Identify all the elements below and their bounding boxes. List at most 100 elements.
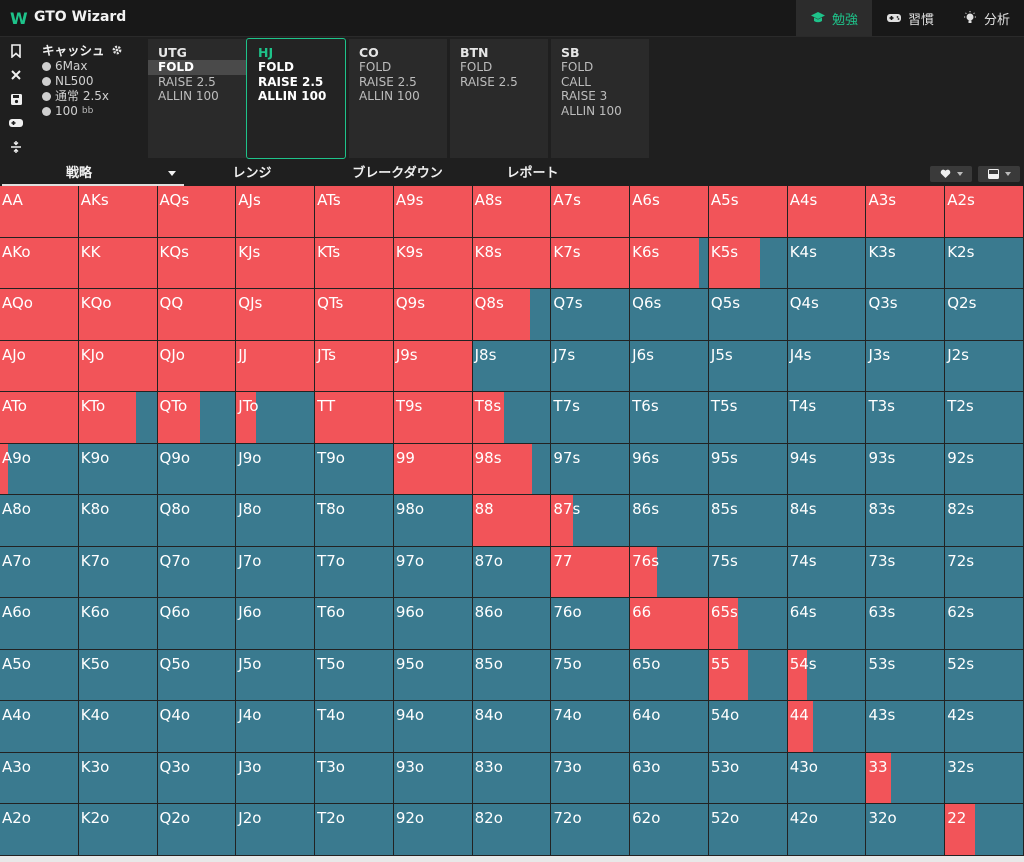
position-sb[interactable]: SB FOLD CALL RAISE 3 ALLIN 100 xyxy=(551,39,649,158)
hand-cell[interactable]: A6s xyxy=(630,186,709,238)
action-call[interactable]: CALL xyxy=(561,74,591,89)
hand-cell[interactable]: A7s xyxy=(551,186,631,238)
hand-cell[interactable]: QTo xyxy=(157,392,237,444)
hand-cell[interactable]: 75o xyxy=(551,649,631,702)
hand-cell[interactable]: 94o xyxy=(393,701,473,753)
hand-cell[interactable]: T5s xyxy=(708,392,788,444)
layout-button[interactable] xyxy=(978,166,1020,182)
hand-cell[interactable]: A2o xyxy=(0,804,79,856)
hand-cell[interactable]: T9s xyxy=(393,392,473,444)
hand-cell[interactable]: Q2s xyxy=(945,289,1024,341)
hand-cell[interactable]: TT xyxy=(315,392,394,444)
hand-cell[interactable]: JTs xyxy=(315,340,394,393)
hand-cell[interactable]: 76o xyxy=(551,598,631,650)
hand-cell[interactable]: AQo xyxy=(0,289,79,341)
hand-cell[interactable]: 64o xyxy=(630,701,709,753)
hand-cell[interactable]: 98s xyxy=(472,443,552,496)
hand-cell[interactable]: K3o xyxy=(78,752,158,805)
hand-cell[interactable]: 74o xyxy=(551,701,631,753)
hand-cell[interactable]: Q8o xyxy=(157,495,237,547)
hand-cell[interactable]: KK xyxy=(78,237,158,290)
hand-cell[interactable]: K2o xyxy=(78,804,158,856)
hand-cell[interactable]: 84o xyxy=(472,701,552,753)
hand-cell[interactable]: J4o xyxy=(236,701,316,753)
hand-cell[interactable]: 82s xyxy=(945,495,1024,547)
hand-cell[interactable]: KQo xyxy=(78,289,158,341)
hand-cell[interactable]: K5o xyxy=(78,649,158,702)
hand-cell[interactable]: 42o xyxy=(787,804,867,856)
hand-cell[interactable]: T9o xyxy=(315,443,394,496)
hand-cell[interactable]: 42s xyxy=(945,701,1024,753)
hand-cell[interactable]: A8o xyxy=(0,495,79,547)
hand-cell[interactable]: K6o xyxy=(78,598,158,650)
hand-cell[interactable]: Q9o xyxy=(157,443,237,496)
hand-cell[interactable]: 62o xyxy=(630,804,709,856)
hand-cell[interactable]: K4o xyxy=(78,701,158,753)
hand-cell[interactable]: 85s xyxy=(708,495,788,547)
hand-cell[interactable]: 73o xyxy=(551,752,631,805)
hand-cell[interactable]: A9o xyxy=(0,443,79,496)
hand-cell[interactable]: T2o xyxy=(315,804,394,856)
hand-cell[interactable]: 86o xyxy=(472,598,552,650)
hand-cell[interactable]: Q4o xyxy=(157,701,237,753)
hand-cell[interactable]: Q6o xyxy=(157,598,237,650)
hand-cell[interactable]: 97o xyxy=(393,546,473,599)
hand-cell[interactable]: 63o xyxy=(630,752,709,805)
hand-cell[interactable]: Q5o xyxy=(157,649,237,702)
hand-cell[interactable]: 32s xyxy=(945,752,1024,805)
hand-cell[interactable]: 93s xyxy=(866,443,946,496)
hand-cell[interactable]: Q8s xyxy=(472,289,552,341)
hand-cell[interactable]: K9o xyxy=(78,443,158,496)
hand-cell[interactable]: T8s xyxy=(472,392,552,444)
hand-cell[interactable]: Q2o xyxy=(157,804,237,856)
hand-cell[interactable]: K2s xyxy=(945,237,1024,290)
hand-cell[interactable]: J6s xyxy=(630,340,709,393)
hand-cell[interactable]: QJo xyxy=(157,340,237,393)
hand-cell[interactable]: 95s xyxy=(708,443,788,496)
hand-cell[interactable]: AA xyxy=(0,186,79,238)
hand-cell[interactable]: 65s xyxy=(708,598,788,650)
hand-cell[interactable]: A4s xyxy=(787,186,867,238)
hand-cell[interactable]: 85o xyxy=(472,649,552,702)
hand-cell[interactable]: 95o xyxy=(393,649,473,702)
hand-cell[interactable]: J5o xyxy=(236,649,316,702)
hand-cell[interactable]: T6s xyxy=(630,392,709,444)
hand-cell[interactable]: 96s xyxy=(630,443,709,496)
hand-cell[interactable]: J7s xyxy=(551,340,631,393)
hand-cell[interactable]: 72s xyxy=(945,546,1024,599)
hand-cell[interactable]: Q3o xyxy=(157,752,237,805)
position-btn[interactable]: BTN FOLD RAISE 2.5 xyxy=(450,39,548,158)
hand-cell[interactable]: QJs xyxy=(236,289,316,341)
hand-cell[interactable]: J5s xyxy=(708,340,788,393)
tab-breakdown[interactable]: ブレークダウン xyxy=(352,166,443,181)
hand-cell[interactable]: 74s xyxy=(787,546,867,599)
hand-cell[interactable]: 88 xyxy=(472,495,552,547)
action-raise[interactable]: RAISE 2.5 xyxy=(158,74,216,89)
split-icon[interactable] xyxy=(4,136,28,158)
nav-study[interactable]: 勉強 xyxy=(795,0,872,36)
action-raise[interactable]: RAISE 2.5 xyxy=(460,74,518,89)
hand-cell[interactable]: AJo xyxy=(0,340,79,393)
position-hj[interactable]: HJ FOLD RAISE 2.5 ALLIN 100 xyxy=(246,38,346,159)
hand-cell[interactable]: A7o xyxy=(0,546,79,599)
hand-cell[interactable]: 66 xyxy=(630,598,709,650)
hand-cell[interactable]: A5s xyxy=(708,186,788,238)
hand-cell[interactable]: A9s xyxy=(393,186,473,238)
hand-cell[interactable]: A5o xyxy=(0,649,79,702)
hand-cell[interactable]: A8s xyxy=(472,186,552,238)
action-fold[interactable]: FOLD xyxy=(460,60,493,74)
hand-cell[interactable]: Q3s xyxy=(866,289,946,341)
hand-cell[interactable]: K4s xyxy=(787,237,867,290)
hand-cell[interactable]: 43o xyxy=(787,752,867,805)
hand-cell[interactable]: 22 xyxy=(945,804,1024,856)
hand-cell[interactable]: 55 xyxy=(708,649,788,702)
hand-cell[interactable]: 87s xyxy=(551,495,631,547)
hand-cell[interactable]: 83o xyxy=(472,752,552,805)
hand-cell[interactable]: 87o xyxy=(472,546,552,599)
hand-cell[interactable]: QTs xyxy=(315,289,394,341)
hand-cell[interactable]: K8s xyxy=(472,237,552,290)
hand-cell[interactable]: A2s xyxy=(945,186,1024,238)
hand-cell[interactable]: J9o xyxy=(236,443,316,496)
hand-cell[interactable]: KJs xyxy=(236,237,316,290)
hand-cell[interactable]: Q7o xyxy=(157,546,237,599)
